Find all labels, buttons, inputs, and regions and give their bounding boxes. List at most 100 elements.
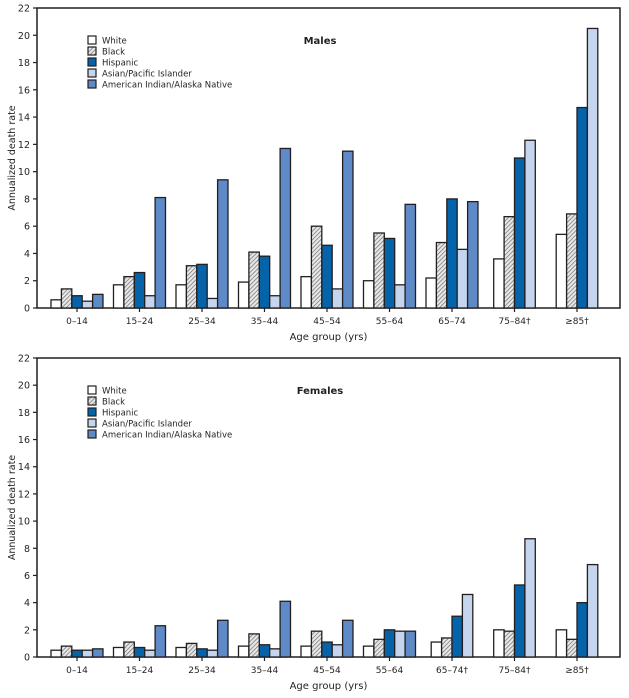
legend-swatch — [87, 396, 97, 406]
bar-white — [362, 280, 375, 309]
bar-white — [430, 641, 443, 658]
bar-white — [237, 645, 250, 658]
bar-american-indian-alaska-native — [341, 150, 354, 309]
bar-white — [112, 646, 125, 658]
y-tick-label: 2 — [24, 625, 30, 636]
bar-white — [50, 649, 63, 658]
bar-hispanic — [576, 601, 589, 658]
x-tick-label: 25–34 — [188, 317, 216, 327]
bar-american-indian-alaska-native — [279, 600, 292, 658]
bar-american-indian-alaska-native — [154, 625, 167, 658]
bar-black — [435, 241, 448, 309]
x-tick-label: 45–54 — [313, 317, 341, 327]
bar-hispanic — [258, 255, 271, 309]
x-tick-label: 0–14 — [66, 317, 88, 327]
bar-black — [440, 637, 453, 658]
bar-asian-pacific-islander — [269, 648, 281, 658]
y-tick-label: 16 — [18, 85, 30, 96]
bar-white — [50, 299, 63, 309]
y-tick-label: 6 — [24, 571, 30, 582]
bar-black — [503, 215, 516, 309]
y-axis-label: Annualized death rate — [7, 105, 18, 210]
bar-hispanic — [383, 629, 396, 658]
bar-asian-pacific-islander — [456, 248, 469, 309]
x-tick-label: 45–54 — [313, 666, 341, 676]
y-axis-label: Annualized death rate — [7, 455, 18, 560]
bar-asian-pacific-islander — [524, 139, 536, 309]
y-tick-label: 22 — [18, 354, 30, 365]
bar-american-indian-alaska-native — [466, 200, 479, 309]
bar-asian-pacific-islander — [331, 644, 344, 658]
bar-black — [565, 213, 578, 309]
y-tick-label: 4 — [24, 598, 30, 609]
legend-swatch — [87, 46, 97, 56]
bar-white — [300, 275, 313, 309]
y-tick-label: 12 — [18, 489, 30, 500]
y-tick-label: 18 — [18, 58, 30, 69]
bar-asian-pacific-islander — [206, 649, 219, 658]
y-tick-label: 10 — [18, 517, 30, 528]
bar-black — [60, 645, 73, 658]
y-tick-label: 20 — [18, 381, 30, 392]
chart-females: 0 2 4 6 8 10 12 14 16 18 20 22 Annualized death rate… — [7, 354, 621, 692]
bar-american-indian-alaska-native — [279, 147, 292, 309]
bar-american-indian-alaska-native — [216, 619, 229, 658]
x-tick-label: 35–44 — [251, 317, 279, 327]
x-axis-label: Age group (yrs) — [290, 681, 368, 692]
bar-black — [185, 642, 198, 658]
chart-title: Females — [297, 386, 344, 397]
bar-hispanic — [321, 641, 333, 658]
bar-black — [310, 630, 323, 658]
bar-white — [362, 645, 375, 658]
chart-title: Males — [304, 36, 337, 47]
bar-asian-pacific-islander — [394, 284, 406, 309]
bar-asian-pacific-islander — [269, 295, 281, 309]
legend-label: American Indian/Alaska Native — [102, 81, 232, 91]
x-tick-label: 55–64 — [376, 666, 404, 676]
y-tick-label: 18 — [18, 408, 30, 419]
bar-american-indian-alaska-native — [341, 619, 354, 658]
bar-black — [60, 288, 73, 309]
legend-label: Hispanic — [102, 59, 139, 69]
y-tick-label: 14 — [18, 462, 30, 473]
bar-black — [248, 251, 260, 309]
x-tick-label: 55–64 — [376, 317, 404, 327]
bar-white — [555, 233, 568, 309]
x-tick-label: 15–24 — [126, 666, 154, 676]
legend-label: Hispanic — [102, 409, 139, 419]
bar-black — [123, 275, 135, 309]
legend-label: Black — [102, 48, 125, 58]
y-tick-label: 6 — [24, 222, 30, 233]
bar-black — [373, 232, 385, 309]
bar-asian-pacific-islander — [394, 630, 406, 658]
y-tick-label: 2 — [24, 276, 30, 287]
bar-white — [555, 629, 568, 658]
bar-asian-pacific-islander — [81, 300, 94, 309]
bar-white — [175, 284, 188, 309]
y-tick-label: 0 — [24, 653, 30, 664]
bar-white — [175, 646, 188, 658]
legend-swatch — [87, 429, 97, 439]
bar-hispanic — [71, 649, 83, 658]
x-tick-label: 15–24 — [126, 317, 154, 327]
y-tick-label: 12 — [18, 140, 30, 151]
x-tick-label: 75–84† — [499, 317, 531, 327]
y-tick-label: 10 — [18, 167, 30, 178]
bar-asian-pacific-islander — [206, 297, 219, 309]
bar-asian-pacific-islander — [461, 593, 474, 658]
bar-hispanic — [133, 271, 146, 309]
bar-hispanic — [258, 644, 271, 658]
legend-label: American Indian/Alaska Native — [102, 431, 232, 441]
x-tick-label: 75–84† — [499, 666, 531, 676]
legend-label: Black — [102, 398, 125, 408]
bar-white — [237, 281, 250, 309]
bar-hispanic — [321, 244, 333, 309]
y-tick-label: 16 — [18, 435, 30, 446]
bar-hispanic — [513, 157, 526, 309]
bar-american-indian-alaska-native — [91, 293, 104, 309]
bar-asian-pacific-islander — [331, 288, 344, 309]
bar-black — [565, 638, 578, 658]
bar-white — [493, 258, 505, 309]
